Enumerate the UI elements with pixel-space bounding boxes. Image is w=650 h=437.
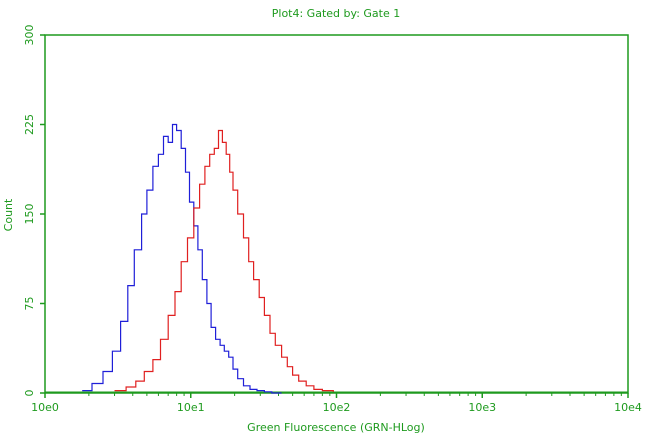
- series-layer: [82, 123, 334, 394]
- histogram-series-2: [114, 129, 334, 392]
- x-tick-label: 10e1: [177, 401, 205, 414]
- histogram-series-1: [82, 123, 282, 394]
- x-tick-label: 10e0: [31, 401, 59, 414]
- x-tick-label: 10e2: [323, 401, 351, 414]
- y-tick-label: 0: [23, 390, 36, 397]
- y-tick-label: 150: [23, 204, 36, 225]
- x-tick-label: 10e4: [614, 401, 642, 414]
- y-tick-label: 225: [23, 114, 36, 135]
- x-tick-label: 10e3: [468, 401, 496, 414]
- y-tick-label: 75: [23, 297, 36, 311]
- plot-frame: [44, 34, 629, 394]
- chart-title: Plot4: Gated by: Gate 1: [272, 7, 401, 20]
- axis-ticks: 10e0 10e1 10e2 10e3 10e4 0 75 150 225 300: [23, 25, 642, 415]
- x-axis-label: Green Fluorescence (GRN-HLog): [247, 421, 425, 434]
- y-tick-label: 300: [23, 25, 36, 46]
- y-axis-label: Count: [2, 198, 15, 231]
